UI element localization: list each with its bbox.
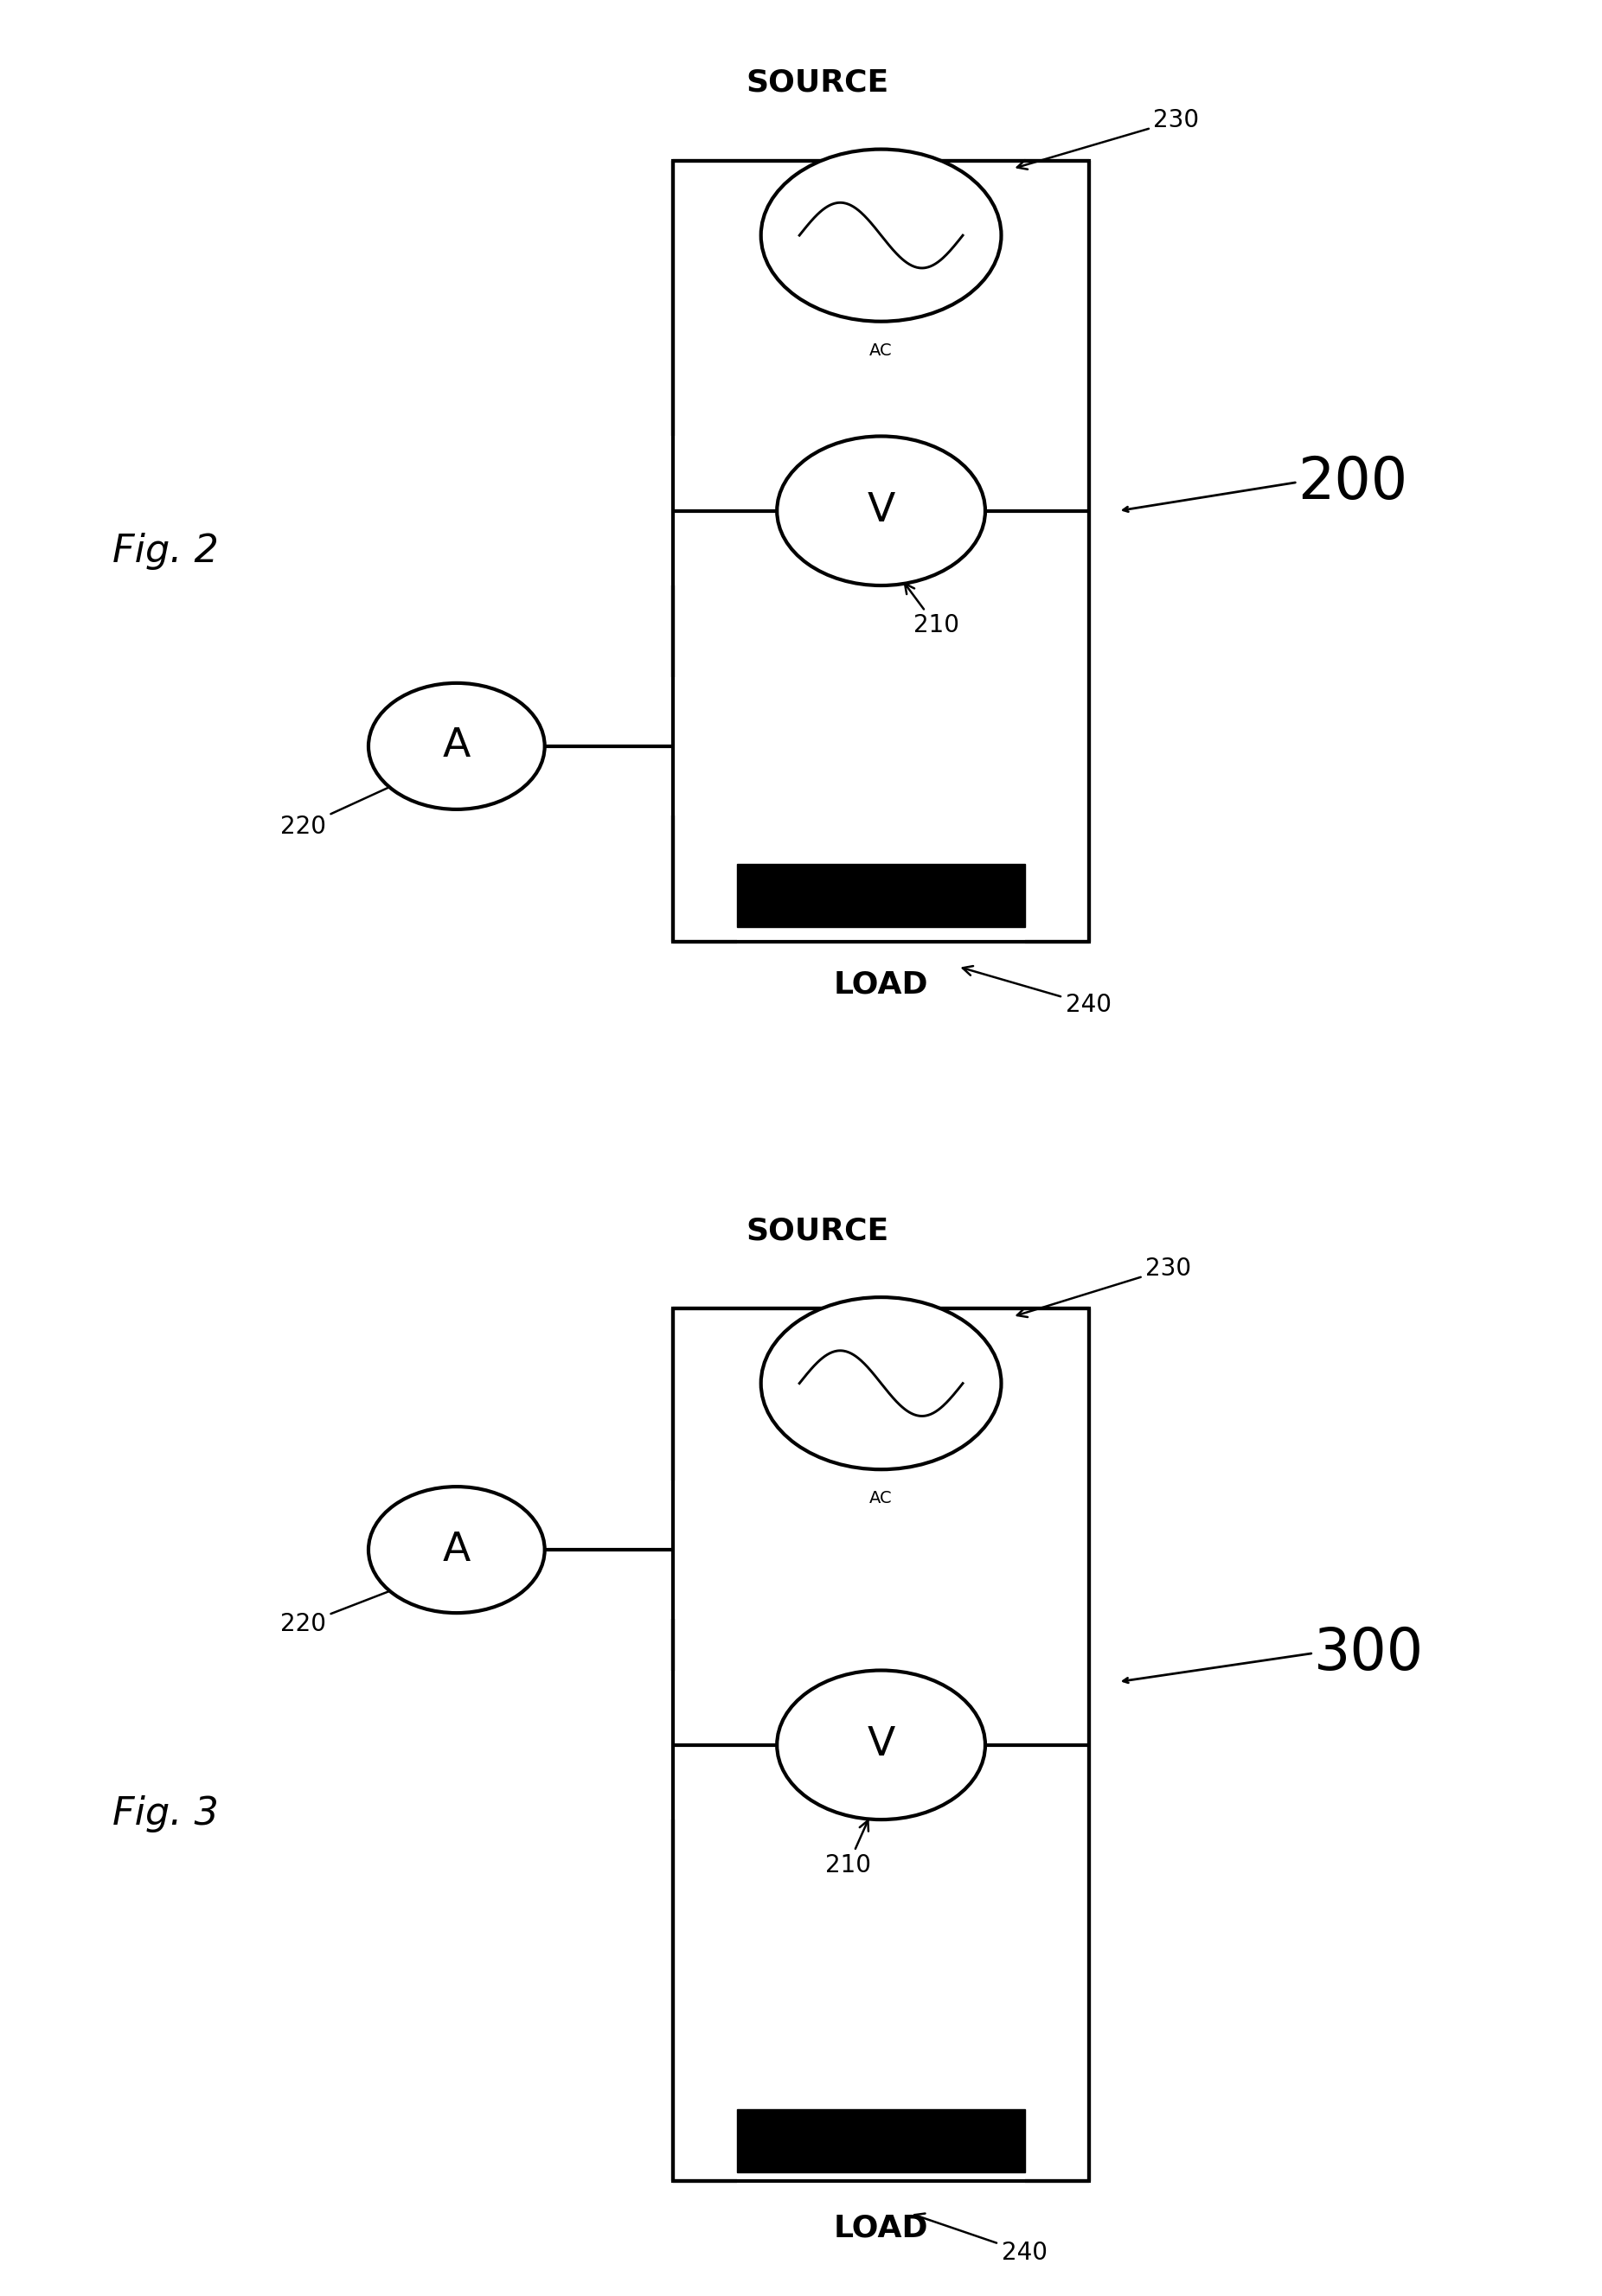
Circle shape — [761, 149, 1001, 321]
Text: 300: 300 — [1314, 1626, 1424, 1681]
Bar — [737, 863, 1025, 928]
Text: A: A — [442, 1531, 471, 1568]
Text: 230: 230 — [1017, 108, 1200, 170]
Text: SOURCE: SOURCE — [745, 69, 889, 96]
Text: 240: 240 — [915, 2213, 1048, 2264]
Bar — [737, 2110, 1025, 2172]
Circle shape — [368, 684, 545, 810]
Bar — [673, 1309, 1089, 2181]
Text: Fig. 3: Fig. 3 — [112, 1795, 218, 1832]
Circle shape — [777, 1671, 985, 1818]
Text: 220: 220 — [280, 1582, 409, 1637]
Circle shape — [777, 436, 985, 585]
Text: 210: 210 — [825, 1821, 871, 1878]
Text: SOURCE: SOURCE — [745, 1217, 889, 1244]
Circle shape — [368, 1488, 545, 1612]
Text: LOAD: LOAD — [833, 2213, 929, 2243]
Bar — [673, 161, 1089, 941]
Text: AC: AC — [870, 342, 892, 358]
Text: 220: 220 — [280, 781, 404, 838]
Text: V: V — [867, 1727, 896, 1763]
Text: LOAD: LOAD — [833, 969, 929, 999]
Text: 210: 210 — [905, 583, 960, 638]
Text: AC: AC — [870, 1490, 892, 1506]
Text: V: V — [867, 491, 896, 530]
Text: Fig. 2: Fig. 2 — [112, 533, 218, 569]
Text: 230: 230 — [1017, 1256, 1192, 1318]
Text: 240: 240 — [963, 967, 1112, 1017]
Text: A: A — [442, 728, 471, 765]
Text: 200: 200 — [1298, 455, 1408, 510]
Circle shape — [761, 1297, 1001, 1469]
